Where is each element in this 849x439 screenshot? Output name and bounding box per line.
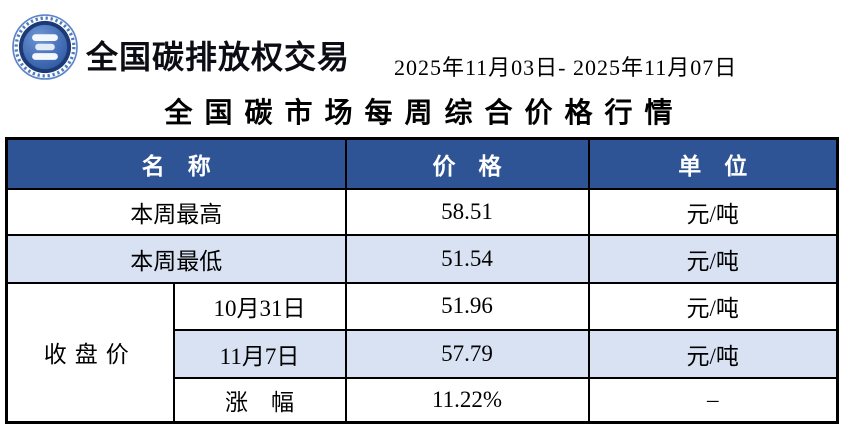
col-header-name: 名 称	[5, 137, 347, 190]
cell-close-nov7-unit: 元/吨	[587, 328, 839, 379]
cell-close-oct31-name: 10月31日	[172, 281, 347, 331]
table-row-week-high: 本周最高 58.51 元/吨	[5, 187, 839, 236]
date-range: 2025年11月03日- 2025年11月07日	[394, 55, 738, 80]
cell-close-nov7-price: 57.79	[344, 328, 590, 379]
table-row-week-low: 本周最低 51.54 元/吨	[5, 233, 839, 284]
weekly-price-table: 名 称 价 格 单 位 本周最高 58.51 元/吨 本周最低 51.54 元/…	[5, 137, 839, 424]
cell-change-name: 涨 幅	[172, 376, 347, 424]
col-header-unit: 单 位	[587, 137, 839, 190]
cell-change-unit: –	[587, 376, 839, 424]
page-title: 全国碳市场每周综合价格行情	[164, 98, 685, 129]
brand-title: 全国碳排放权交易	[86, 39, 351, 75]
table-row-close-nov7: 11月7日 57.79 元/吨	[7, 328, 839, 379]
table-row-change: 涨 幅 11.22% –	[7, 376, 839, 424]
cell-close-oct31-unit: 元/吨	[587, 281, 839, 331]
cell-change-price: 11.22%	[344, 376, 590, 424]
cell-closing-price-group: 收盘价	[5, 281, 175, 424]
cell-week-high-unit: 元/吨	[587, 187, 839, 236]
cell-week-high-name: 本周最高	[5, 187, 347, 236]
table-header-row: 名 称 价 格 单 位	[5, 137, 839, 190]
table-row-close-oct31: 收盘价 10月31日 51.96 元/吨	[5, 281, 839, 424]
cell-week-high-price: 58.51	[344, 187, 590, 236]
cell-week-low-unit: 元/吨	[587, 233, 839, 284]
cell-week-low-name: 本周最低	[5, 233, 347, 284]
cell-close-oct31-price: 51.96	[344, 281, 590, 331]
cell-close-nov7-name: 11月7日	[172, 328, 347, 379]
col-header-price: 价 格	[344, 137, 590, 190]
carbon-trading-logo-icon	[12, 14, 78, 80]
cell-week-low-price: 51.54	[344, 233, 590, 284]
